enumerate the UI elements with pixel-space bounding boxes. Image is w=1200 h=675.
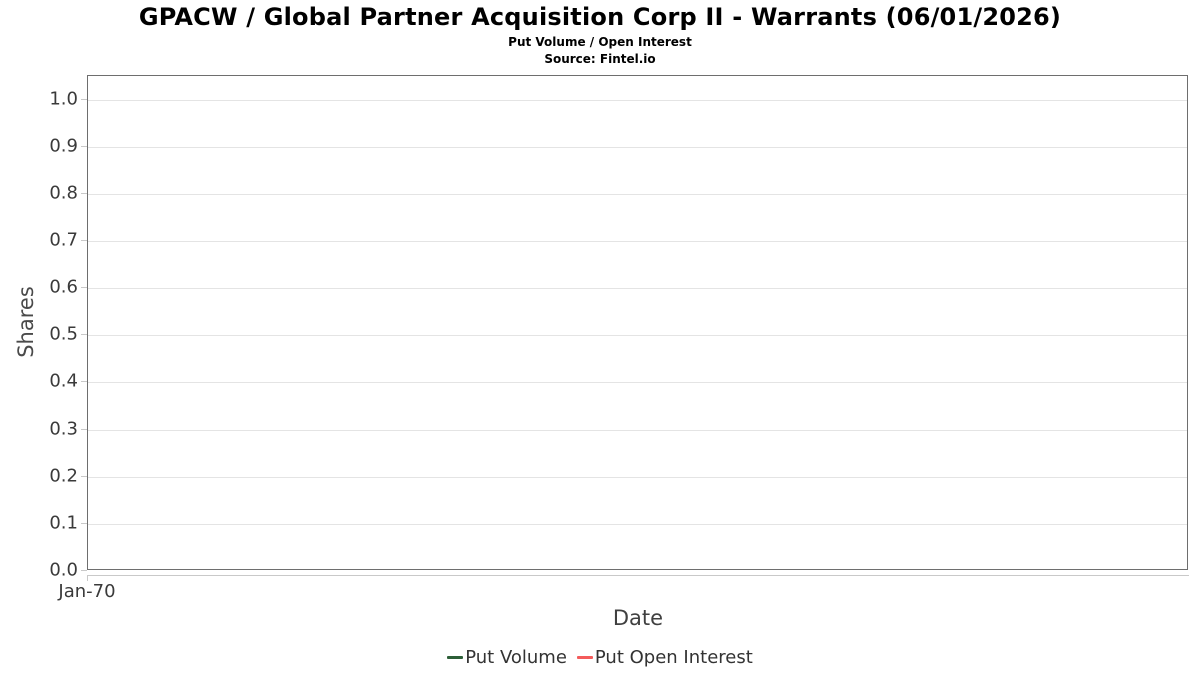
y-tick-label: 0.0 [49, 559, 78, 581]
chart-title: GPACW / Global Partner Acquisition Corp … [138, 3, 1062, 31]
y-tick-label: 0.4 [49, 370, 78, 392]
y-tick-mark [81, 428, 87, 430]
y-tick-mark [81, 240, 87, 241]
gridline-y-0.7 [88, 241, 1187, 242]
y-tick-label: 0.3 [49, 418, 78, 440]
chart-subtitle: Put Volume / Open Interest [508, 35, 692, 49]
gridline-y-0.6 [88, 288, 1187, 290]
y-tick-mark [81, 522, 87, 524]
y-tick-mark [81, 334, 87, 336]
x-axis-title: Date [612, 606, 664, 630]
gridline-y-1.0 [88, 99, 1187, 101]
y-tick-label: 0.6 [49, 276, 78, 298]
y-tick-mark [81, 475, 87, 477]
legend-line-icon [447, 656, 464, 659]
legend-line-icon [576, 656, 593, 659]
gridline-y-0.5 [88, 335, 1187, 337]
gridline-y-0.4 [88, 382, 1187, 384]
legend: Put Volume Put Open Interest [0, 647, 1200, 668]
y-tick-label: 0.5 [49, 323, 78, 345]
legend-label: Put Open Interest [594, 647, 753, 668]
y-tick-label: 0.7 [49, 229, 78, 251]
y-tick-label: 0.8 [49, 182, 78, 204]
gridline-y-0.2 [88, 476, 1187, 478]
legend-item-put-open-interest[interactable]: Put Open Interest [576, 647, 753, 668]
y-tick-label: 0.2 [49, 465, 78, 487]
y-axis-title: Shares [14, 286, 38, 358]
y-tick-mark [81, 381, 87, 383]
y-tick-mark [81, 287, 87, 289]
x-tick-label: Jan-70 [58, 581, 116, 602]
y-tick-label: 0.1 [49, 512, 78, 534]
y-tick-mark [81, 98, 87, 100]
x-axis-line [87, 575, 1189, 576]
x-tick-mark [87, 575, 88, 581]
y-tick-mark [81, 570, 87, 571]
gridline-y-0.9 [88, 146, 1187, 148]
gridline-y-0.8 [88, 193, 1187, 195]
y-tick-mark [81, 192, 87, 194]
legend-item-put-volume[interactable]: Put Volume [447, 647, 567, 668]
legend-label: Put Volume [465, 647, 567, 668]
plot-area [87, 75, 1188, 570]
gridline-y-0.1 [88, 523, 1187, 525]
y-tick-label: 0.9 [49, 135, 78, 157]
gridline-y-0.3 [88, 429, 1187, 431]
y-tick-label: 1.0 [49, 88, 78, 110]
y-tick-mark [81, 145, 87, 147]
chart-source-credit: Source: Fintel.io [544, 52, 656, 66]
